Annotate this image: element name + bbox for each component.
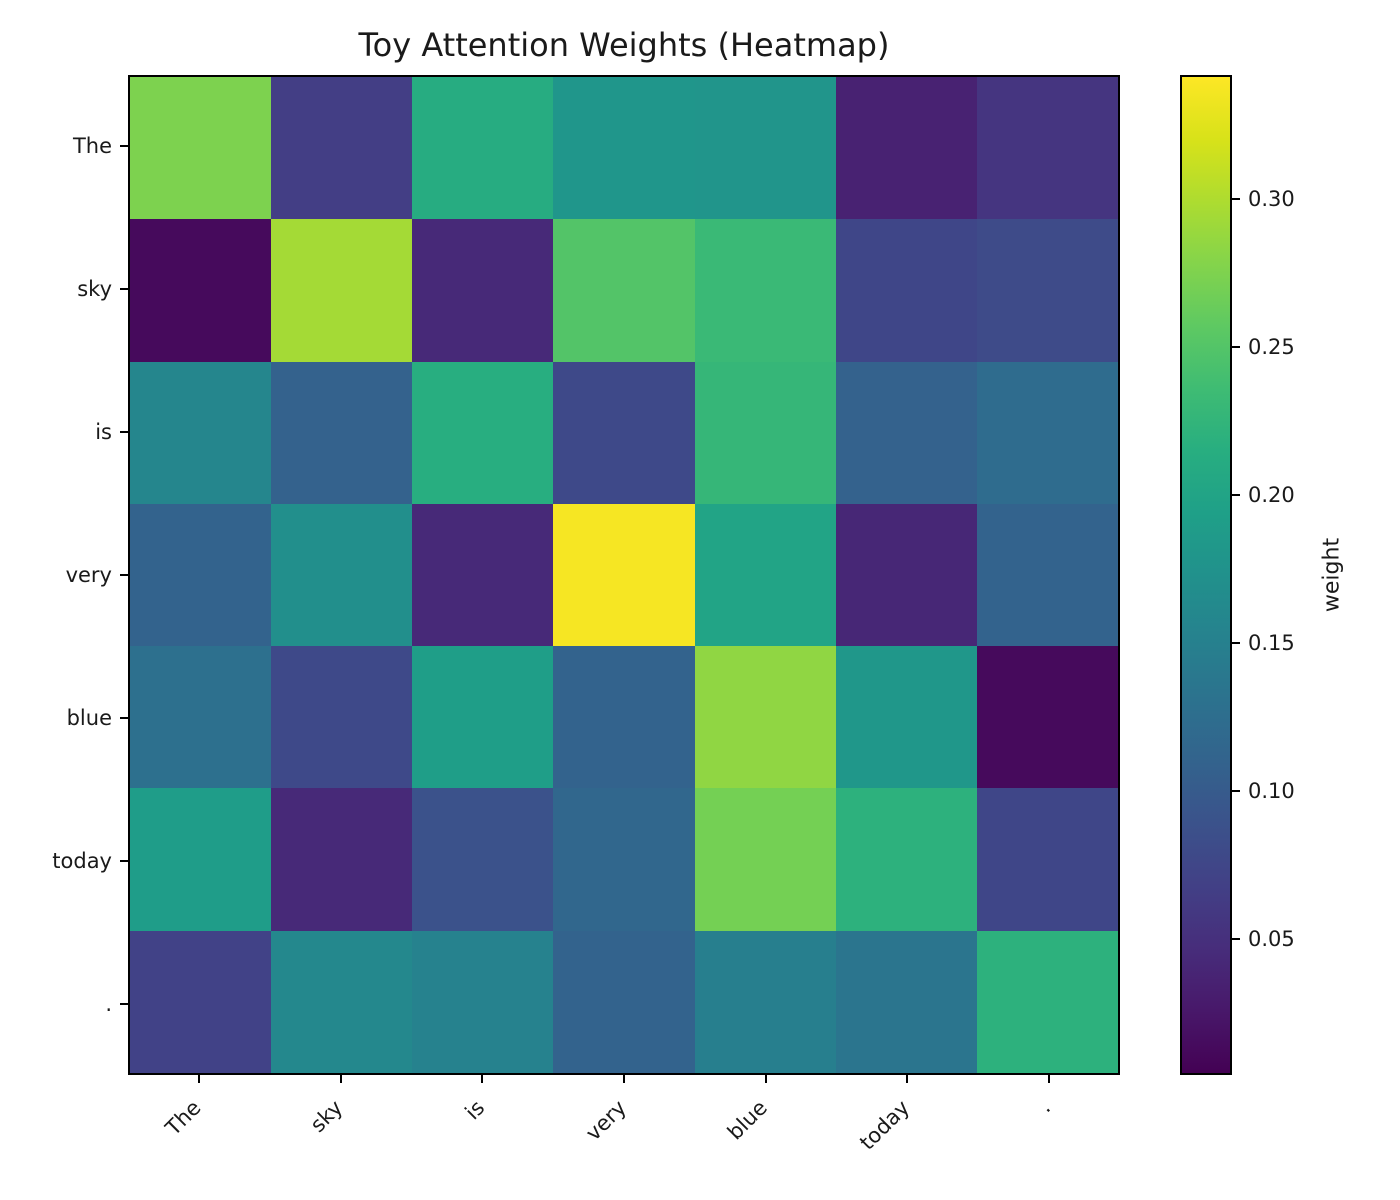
colorbar-tick-mark [1232, 642, 1240, 645]
y-tick-label: today [52, 848, 112, 873]
colorbar-tick-label: 0.20 [1248, 483, 1295, 508]
heatmap-cell-very-very [553, 503, 695, 647]
x-tick-mark [339, 1075, 342, 1083]
heatmap-cell-sky-sky [271, 219, 413, 362]
heatmap-cell-blue-very [553, 646, 695, 789]
heatmap-cell-very-today [835, 503, 977, 647]
heatmap-cell-very-blue [694, 503, 836, 647]
heatmap-cell-is-The [130, 361, 272, 504]
heatmap-cell-blue-is [412, 646, 554, 789]
y-tick-mark [120, 288, 128, 291]
colorbar-axis-label: weight [1319, 537, 1345, 613]
heatmap-cell-.-is [412, 930, 554, 1073]
x-tick-label: . [1033, 1095, 1056, 1118]
heatmap-cell-sky-is [412, 219, 554, 362]
heatmap-cell-.-. [976, 930, 1118, 1073]
x-tick-mark [481, 1075, 484, 1083]
heatmap-cell-very-sky [271, 503, 413, 647]
heatmap-cell-today-blue [694, 788, 836, 931]
x-tick-label: The [160, 1095, 206, 1141]
heatmap-cell-blue-The [130, 646, 272, 789]
y-tick-label: sky [77, 277, 112, 302]
heatmap-cell-blue-today [835, 646, 977, 789]
y-tick-mark [120, 716, 128, 719]
heatmap-cell-is-. [976, 361, 1118, 504]
colorbar-tick-mark [1232, 198, 1240, 201]
y-tick-label: very [65, 563, 112, 587]
heatmap-cell-is-very [553, 361, 695, 504]
colorbar-tick-mark [1232, 937, 1240, 940]
x-tick-mark [1048, 1075, 1051, 1083]
x-tick-label: is [459, 1095, 489, 1125]
y-tick-mark [120, 1002, 128, 1005]
heatmap-cell-.-very [553, 930, 695, 1073]
heatmap-cell-today-today [835, 788, 977, 931]
colorbar-tick-label: 0.10 [1248, 778, 1295, 803]
heatmap-cell-today-. [976, 788, 1118, 931]
y-tick-label: blue [66, 705, 112, 730]
x-tick-label: very [580, 1095, 631, 1146]
x-tick-mark [197, 1075, 200, 1083]
colorbar-tick-mark [1232, 789, 1240, 792]
heatmap-cell-is-is [412, 361, 554, 504]
heatmap-cell-sky-blue [694, 219, 836, 362]
y-tick-label: The [72, 134, 112, 159]
y-tick-mark [120, 145, 128, 148]
heatmap-cell-today-very [553, 788, 695, 931]
heatmap-cell-The-is [412, 77, 554, 220]
colorbar-tick-label: 0.15 [1248, 631, 1295, 656]
heatmap-cell-today-The [130, 788, 272, 931]
heatmap-cell-sky-today [835, 219, 977, 362]
heatmap-cell-The-very [553, 77, 695, 220]
heatmap-cell-today-sky [271, 788, 413, 931]
heatmap-cell-is-sky [271, 361, 413, 504]
heatmap-cell-The-blue [694, 77, 836, 220]
x-tick-mark [623, 1075, 625, 1083]
heatmap-cell-The-The [130, 77, 272, 220]
heatmap-cell-.-today [835, 930, 977, 1073]
y-tick-label: . [105, 991, 112, 1016]
heatmap-cell-The-. [976, 77, 1118, 220]
heatmap-cell-blue-blue [694, 646, 836, 789]
colorbar-tick-label: 0.05 [1248, 926, 1295, 951]
heatmap-cell-The-today [835, 77, 977, 220]
heatmap-cell-very-. [976, 503, 1118, 647]
heatmap-cell-today-is [412, 788, 554, 931]
colorbar-tick-mark [1232, 346, 1240, 349]
x-tick-label: sky [305, 1095, 348, 1138]
colorbar-tick-mark [1232, 494, 1240, 497]
heatmap-cell-.-The [130, 930, 272, 1073]
x-tick-mark [764, 1075, 767, 1083]
heatmap-cell-The-sky [271, 77, 413, 220]
chart-title: Toy Attention Weights (Heatmap) [358, 26, 890, 64]
heatmap-cell-blue-. [976, 646, 1118, 789]
heatmap-cell-sky-very [553, 219, 695, 362]
colorbar [1180, 75, 1232, 1075]
y-tick-mark [120, 859, 128, 862]
heatmap-cell-.-sky [271, 930, 413, 1073]
x-tick-label: today [854, 1095, 914, 1155]
y-tick-mark [120, 574, 128, 576]
heatmap-cell-sky-. [976, 219, 1118, 362]
x-tick-label: blue [723, 1095, 773, 1145]
heatmap-cell-is-today [835, 361, 977, 504]
colorbar-tick-label: 0.25 [1248, 335, 1295, 360]
heatmap-cell-very-is [412, 503, 554, 647]
y-tick-mark [120, 431, 128, 434]
heatmap-cell-is-blue [694, 361, 836, 504]
x-tick-mark [906, 1075, 909, 1083]
y-tick-label: is [95, 420, 112, 445]
heatmap-grid [128, 75, 1120, 1075]
colorbar-tick-label: 0.30 [1248, 187, 1295, 212]
heatmap-cell-sky-The [130, 219, 272, 362]
heatmap-cell-very-The [130, 503, 272, 647]
heatmap-cell-blue-sky [271, 646, 413, 789]
heatmap-cell-.-blue [694, 930, 836, 1073]
